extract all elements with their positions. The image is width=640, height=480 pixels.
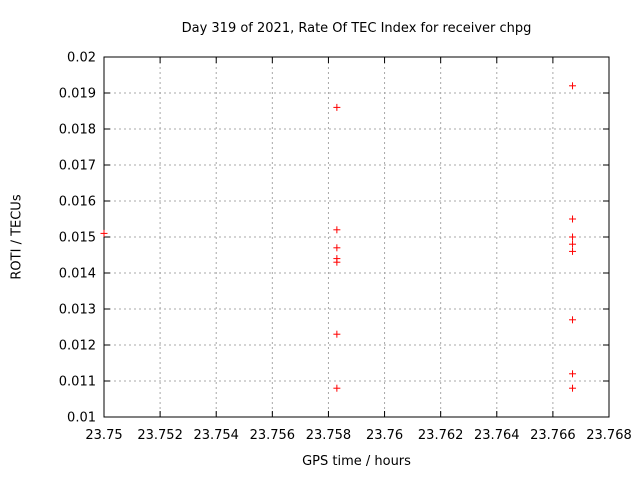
x-tick-label: 23.762 [418, 428, 464, 443]
x-tick-label: 23.754 [193, 428, 239, 443]
x-tick-label: 23.76 [366, 428, 403, 443]
y-tick-label: 0.019 [59, 87, 96, 102]
y-tick-label: 0.016 [59, 195, 96, 210]
chart-title: Day 319 of 2021, Rate Of TEC Index for r… [181, 21, 532, 36]
y-tick-label: 0.012 [59, 339, 96, 354]
y-tick-label: 0.015 [59, 231, 96, 246]
y-tick-label: 0.02 [67, 51, 96, 66]
x-tick-label: 23.756 [250, 428, 296, 443]
y-tick-label: 0.018 [59, 123, 96, 138]
plot-border [103, 56, 610, 418]
x-tick-label: 23.768 [586, 428, 632, 443]
y-tick-label: 0.014 [59, 267, 96, 282]
x-axis-label: GPS time / hours [302, 454, 411, 469]
y-tick-label: 0.01 [67, 411, 96, 426]
y-tick-label: 0.017 [59, 159, 96, 174]
x-tick-label: 23.758 [306, 428, 352, 443]
x-tick-label: 23.764 [474, 428, 520, 443]
x-tick-label: 23.766 [530, 428, 576, 443]
x-tick-label: 23.75 [85, 428, 122, 443]
x-tick-label: 23.752 [137, 428, 183, 443]
y-tick-label: 0.013 [59, 303, 96, 318]
y-tick-label: 0.011 [59, 375, 96, 390]
